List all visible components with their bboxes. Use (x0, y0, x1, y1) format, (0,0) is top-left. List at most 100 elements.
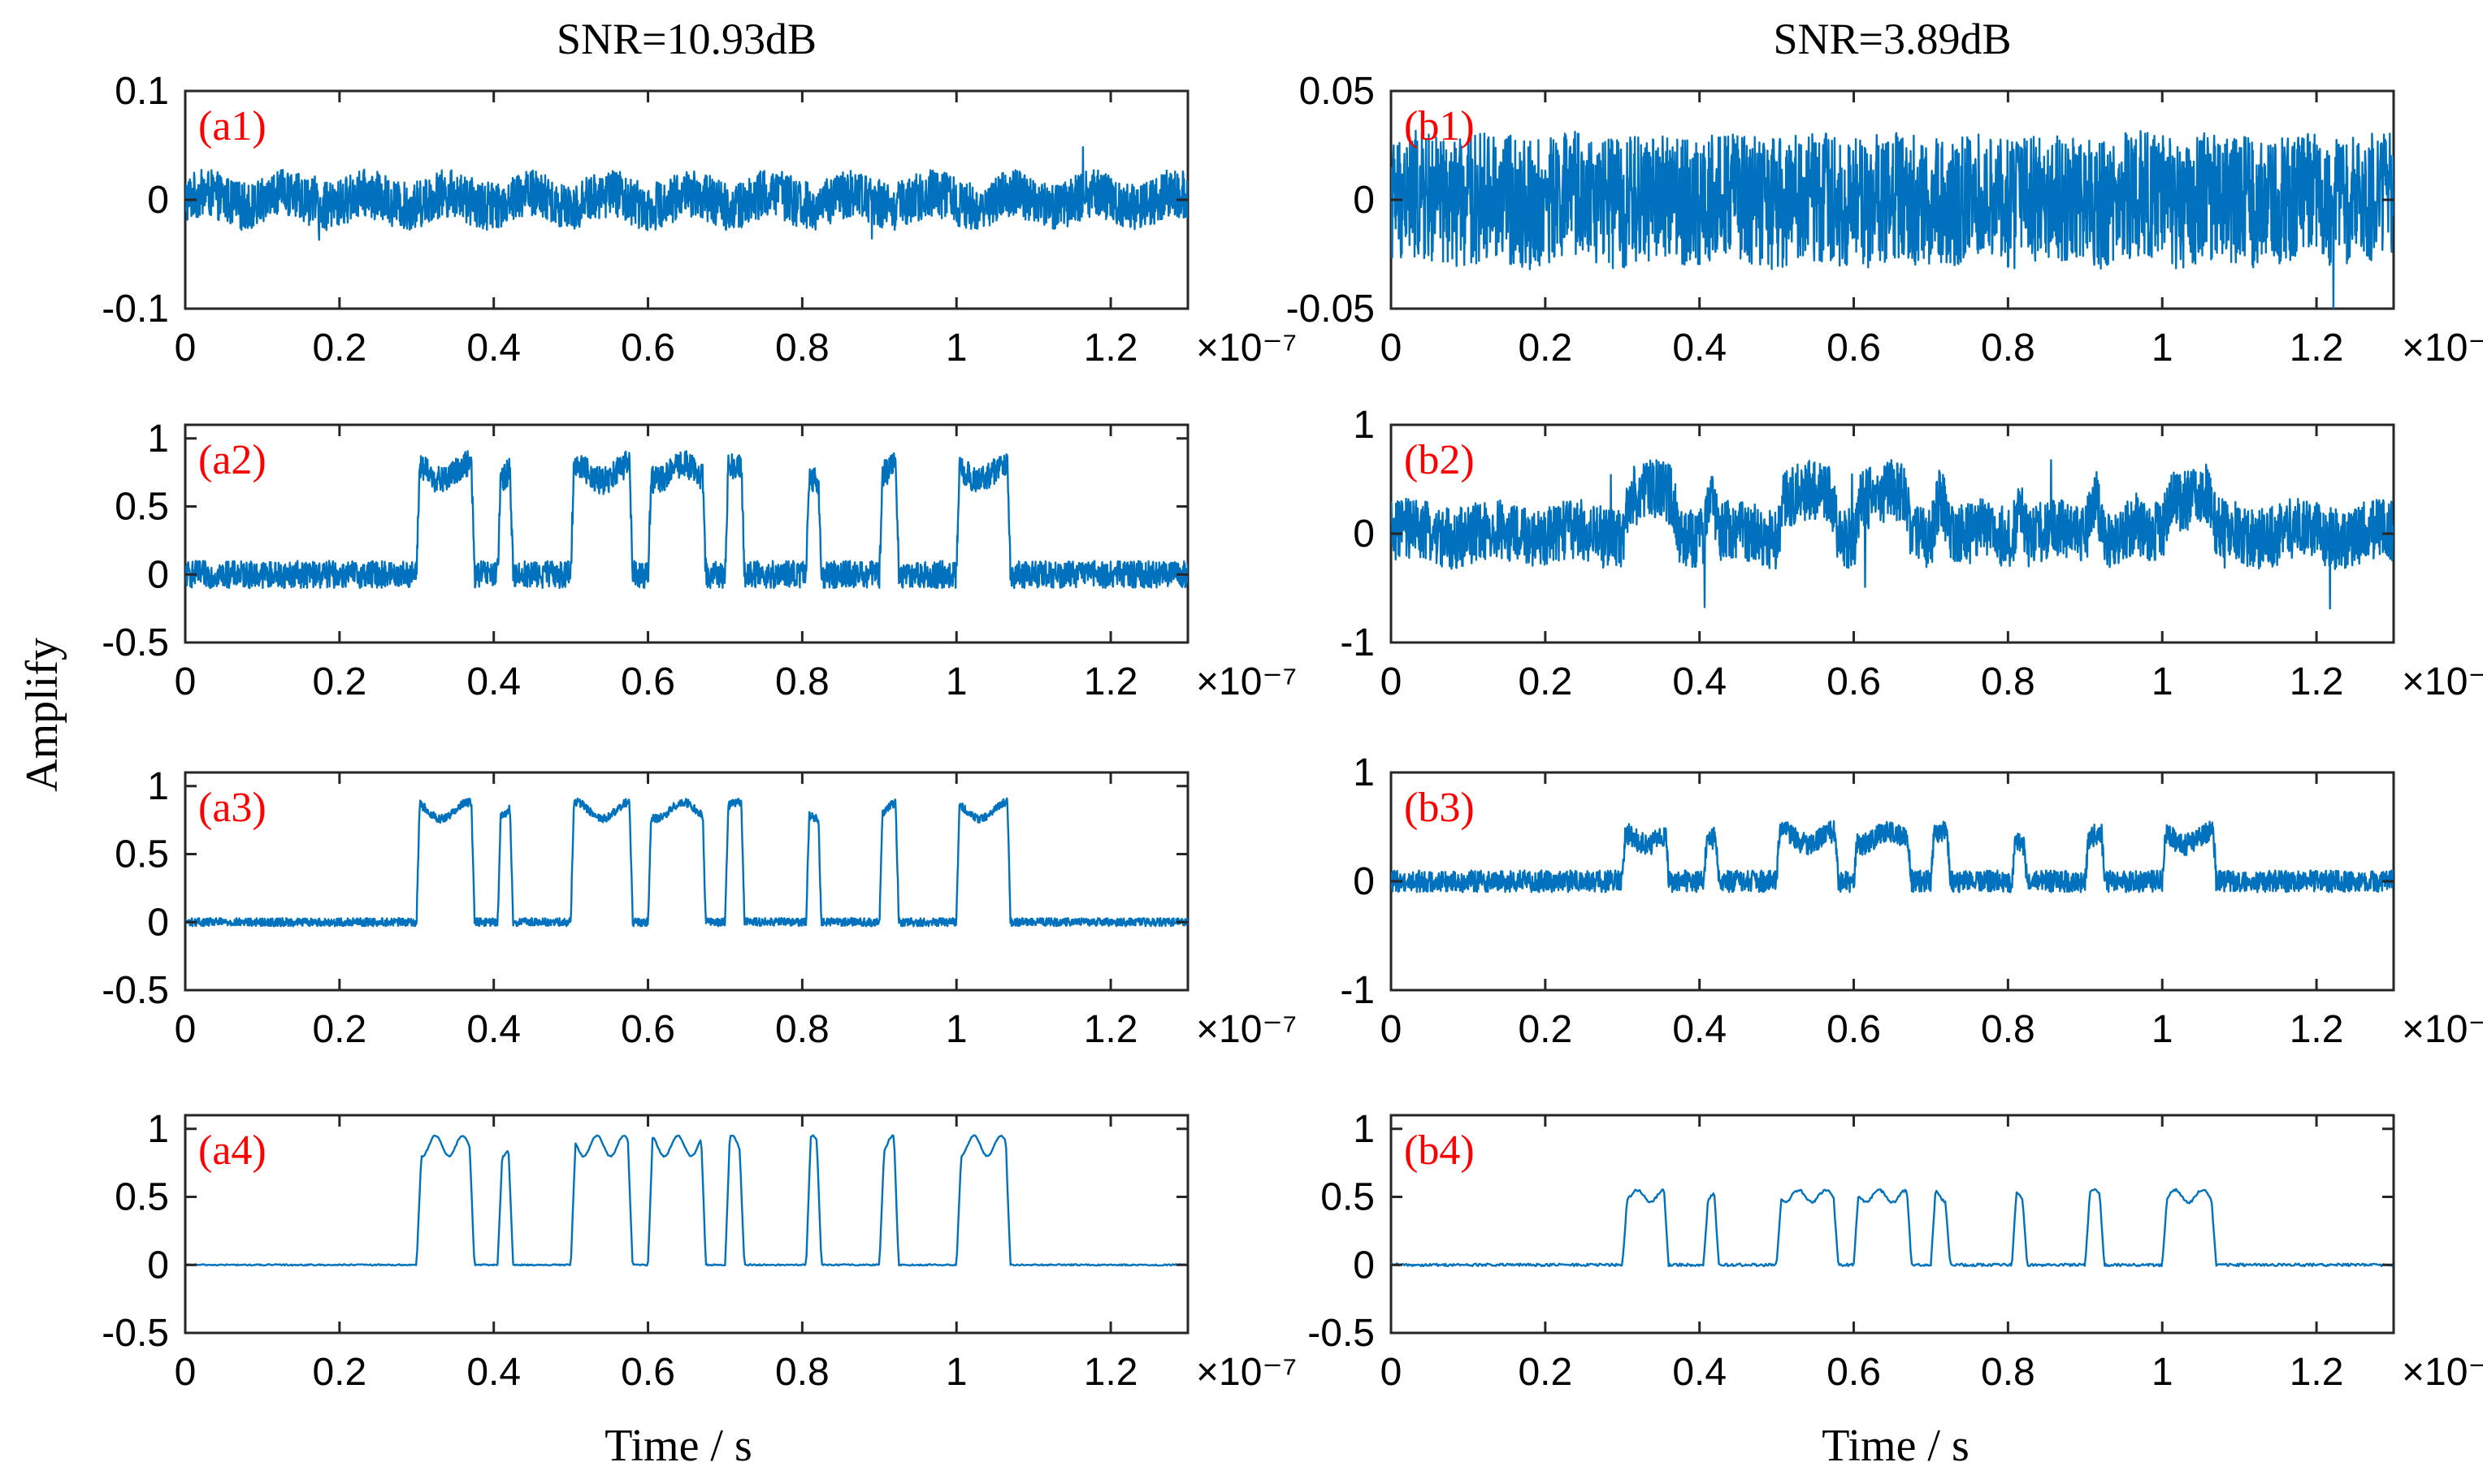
x-tick-label: 0.4 (1672, 1008, 1727, 1051)
x-exponent-label: ×10⁻⁷ (1196, 660, 1297, 703)
x-tick-label: 1.2 (1084, 327, 1138, 370)
panel-a3: -0.500.510 0.2 0.4 0.6 0.8 1 1.2 ×10⁻⁷(a3) (102, 765, 1297, 1051)
x-tick-label: 0.2 (1518, 1008, 1572, 1051)
x-tick-label: 1.2 (1084, 660, 1138, 703)
signal-line (185, 450, 1188, 590)
x-tick-label: 0 (1380, 1008, 1402, 1051)
x-exponent-label: ×10⁻⁷ (2402, 1351, 2483, 1394)
plot-frame (1389, 1114, 2395, 1335)
panel-a2: -0.500.510 0.2 0.4 0.6 0.8 1 1.2 ×10⁻⁷(a2) (102, 418, 1297, 703)
x-tick-label: 1.2 (2290, 1008, 2344, 1051)
x-tick-label: 1 (2152, 660, 2173, 703)
x-tick-label: 1.2 (2290, 1351, 2344, 1394)
x-tick-label: 0.4 (466, 660, 521, 703)
y-tick-label: 0.1 (115, 70, 169, 113)
x-tick-label: 0.8 (775, 1351, 830, 1394)
x-exponent-label: ×10⁻⁷ (1196, 1008, 1297, 1051)
y-tick-label: 0.5 (115, 486, 169, 529)
x-tick-label: 0.6 (1826, 1351, 1881, 1394)
y-tick-label: 0 (147, 179, 169, 222)
x-tick-label: 0.8 (1981, 660, 2035, 703)
x-tick-label: 0.2 (312, 1351, 366, 1394)
y-tick-label: 1 (1353, 1108, 1375, 1151)
x-tick-label: 0 (1380, 1351, 1402, 1394)
x-tick-label: 0.8 (1981, 327, 2035, 370)
y-tick-label: 1 (1353, 751, 1375, 794)
panel-label: (a1) (198, 103, 266, 149)
x-exponent-label: ×10⁻⁷ (2402, 327, 2483, 370)
x-tick-label: 0.4 (1672, 327, 1727, 370)
x-tick-label: 0.6 (621, 327, 675, 370)
y-axis-label: Amplify (17, 638, 67, 792)
x-tick-label: 1 (946, 660, 968, 703)
x-tick-label: 1.2 (1084, 1351, 1138, 1394)
x-tick-label: 0.8 (775, 1008, 830, 1051)
x-tick-label: 0.8 (775, 660, 830, 703)
x-tick-label: 0.6 (1826, 1008, 1881, 1051)
panel-a4: -0.500.510 0.2 0.4 0.6 0.8 1 1.2 ×10⁻⁷(a4) (102, 1108, 1297, 1394)
x-tick-label: 0.2 (312, 327, 366, 370)
y-tick-label: -0.5 (1307, 1312, 1375, 1355)
x-tick-label: 0 (175, 1351, 197, 1394)
x-tick-label: 0.4 (466, 327, 521, 370)
panels: -0.100.10 0.2 0.4 0.6 0.8 1 1.2 ×10⁻⁷(a1)SNR=10… (102, 15, 2483, 1394)
y-tick-label: -1 (1340, 621, 1375, 664)
x-tick-label: 0.6 (1826, 660, 1881, 703)
panel-label: (a3) (198, 785, 266, 831)
x-tick-label: 0.8 (1981, 1008, 2035, 1051)
panel-b1: -0.0500.0500.20.40.60.811.2×10⁻⁷(b1)SNR=… (1286, 15, 2483, 370)
x-tick-label: 0.8 (775, 327, 830, 370)
signal-line (185, 1134, 1188, 1267)
y-tick-label: -1 (1340, 969, 1375, 1012)
y-tick-label: -0.1 (102, 288, 169, 331)
y-tick-label: 0 (147, 553, 169, 596)
signal-line (1391, 129, 2394, 309)
x-tick-label: 0.4 (1672, 660, 1727, 703)
panel-label: (b1) (1404, 103, 1475, 149)
x-tick-label: 1 (2152, 1008, 2173, 1051)
x-tick-label: 0.4 (466, 1351, 521, 1394)
x-tick-label: 0 (175, 660, 197, 703)
x-tick-label: 1.2 (2290, 327, 2344, 370)
x-exponent-label: ×10⁻⁷ (2402, 660, 2483, 703)
x-axis-label-left: Time / s (604, 1421, 752, 1471)
x-tick-label: 1 (946, 1008, 968, 1051)
x-axis-label-right: Time / s (1822, 1421, 1970, 1471)
y-tick-label: 0 (147, 1244, 169, 1287)
x-tick-label: 0.2 (1518, 660, 1572, 703)
panel-title: SNR=3.89dB (1773, 15, 2011, 63)
x-tick-label: 0.4 (1672, 1351, 1727, 1394)
y-tick-label: 0.5 (1320, 1176, 1375, 1219)
panel-label: (b3) (1404, 785, 1475, 831)
x-tick-label: 1.2 (1084, 1008, 1138, 1051)
panel-a1: -0.100.10 0.2 0.4 0.6 0.8 1 1.2 ×10⁻⁷(a1)SNR=10… (102, 15, 1297, 370)
signal-line (1391, 820, 2394, 893)
y-tick-label: -0.5 (102, 1312, 169, 1355)
plot-frame (184, 1114, 1190, 1335)
signal-line (185, 146, 1188, 241)
x-tick-label: 0 (175, 1008, 197, 1051)
x-tick-label: 0.2 (312, 660, 366, 703)
x-tick-label: 0.2 (1518, 327, 1572, 370)
y-tick-label: -0.5 (102, 969, 169, 1012)
x-tick-label: 0 (175, 327, 197, 370)
x-exponent-label: ×10⁻⁷ (1196, 327, 1297, 370)
y-tick-label: 0 (1353, 513, 1375, 556)
x-tick-label: 0.8 (1981, 1351, 2035, 1394)
x-tick-label: 0.2 (1518, 1351, 1572, 1394)
panel-label: (b4) (1404, 1127, 1475, 1174)
y-tick-label: 1 (147, 418, 169, 461)
x-exponent-label: ×10⁻⁷ (1196, 1351, 1297, 1394)
x-tick-label: 0 (1380, 327, 1402, 370)
y-tick-label: 0.5 (115, 833, 169, 876)
y-tick-label: 0 (1353, 1244, 1375, 1287)
y-tick-label: 1 (147, 765, 169, 808)
y-tick-label: 0.5 (115, 1176, 169, 1219)
y-tick-label: 1 (1353, 404, 1375, 447)
x-tick-label: 1 (946, 1351, 968, 1394)
x-tick-label: 0.6 (621, 660, 675, 703)
